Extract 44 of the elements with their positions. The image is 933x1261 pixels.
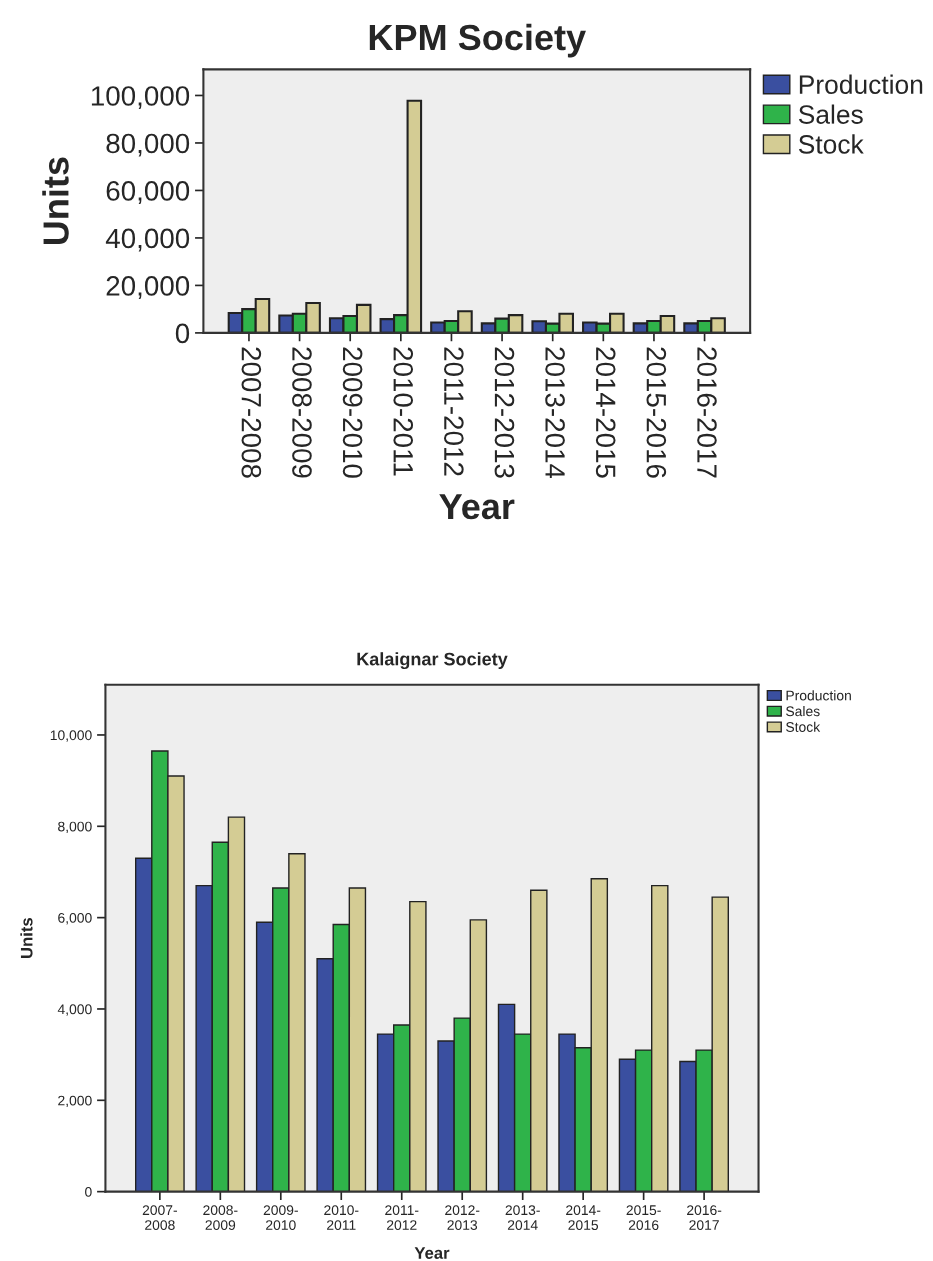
y-tick-label: 40,000: [105, 228, 190, 252]
y-tick-label: 0: [85, 1186, 92, 1197]
x-tick-label: 2010- 2011: [324, 1205, 359, 1230]
x-tick-label: 2008-2009: [292, 347, 312, 478]
y-tick-label: 2,000: [58, 1095, 92, 1108]
x-tick-label: 2009-2010: [342, 347, 363, 478]
legend-label: Production: [786, 690, 851, 701]
y-tick-label: 80,000: [106, 133, 190, 157]
y-tick-label: 100,000: [91, 86, 190, 110]
x-tick-label: 2012- 2013: [445, 1205, 480, 1230]
chart-title: Kalaignar Society: [357, 652, 508, 670]
x-tick-label: 2015- 2016: [626, 1205, 661, 1230]
y-tick-label: 60,000: [106, 181, 190, 205]
x-tick-label: 2007-2008: [241, 347, 262, 478]
x-tick-label: 2015-2016: [646, 347, 667, 478]
x-tick-label: 2011- 2012: [385, 1205, 419, 1230]
legend-label: Stock: [786, 721, 821, 732]
x-tick-label: 2016- 2017: [687, 1205, 722, 1230]
legend-label: Sales: [786, 706, 820, 717]
legend-label: Stock: [798, 134, 864, 154]
y-tick-label: 10,000: [50, 730, 92, 742]
x-tick-label: 2007- 2008: [142, 1205, 177, 1230]
x-tick-label: 2014- 2015: [566, 1205, 601, 1230]
y-tick-label: 4,000: [57, 1004, 92, 1016]
x-tick-label: 2008- 2009: [203, 1205, 238, 1230]
x-tick-label: 2011-2012: [443, 347, 464, 476]
x-tick-label: 2016-2017: [697, 347, 717, 478]
y-tick-label: 6,000: [58, 912, 92, 925]
x-tick-label: 2009- 2010: [263, 1205, 298, 1230]
legend-label: Sales: [798, 104, 863, 124]
y-axis-title: Units: [42, 157, 69, 245]
x-axis-title: Year: [414, 1247, 450, 1259]
x-tick-label: 2013- 2014: [505, 1205, 540, 1230]
x-tick-label: 2013-2014: [545, 347, 565, 479]
y-tick-label: 8,000: [58, 821, 92, 834]
y-tick-label: 20,000: [106, 276, 190, 300]
x-axis-title: Year: [439, 494, 515, 520]
y-axis-title: Units: [20, 918, 33, 959]
legend-label: Production: [799, 74, 923, 94]
chart-title: KPM Society: [369, 23, 586, 58]
x-tick-label: 2012-2013: [494, 347, 515, 478]
x-tick-label: 2010-2011: [393, 347, 414, 476]
x-tick-label: 2014-2015: [595, 347, 616, 478]
y-tick-label: 0: [175, 323, 190, 344]
